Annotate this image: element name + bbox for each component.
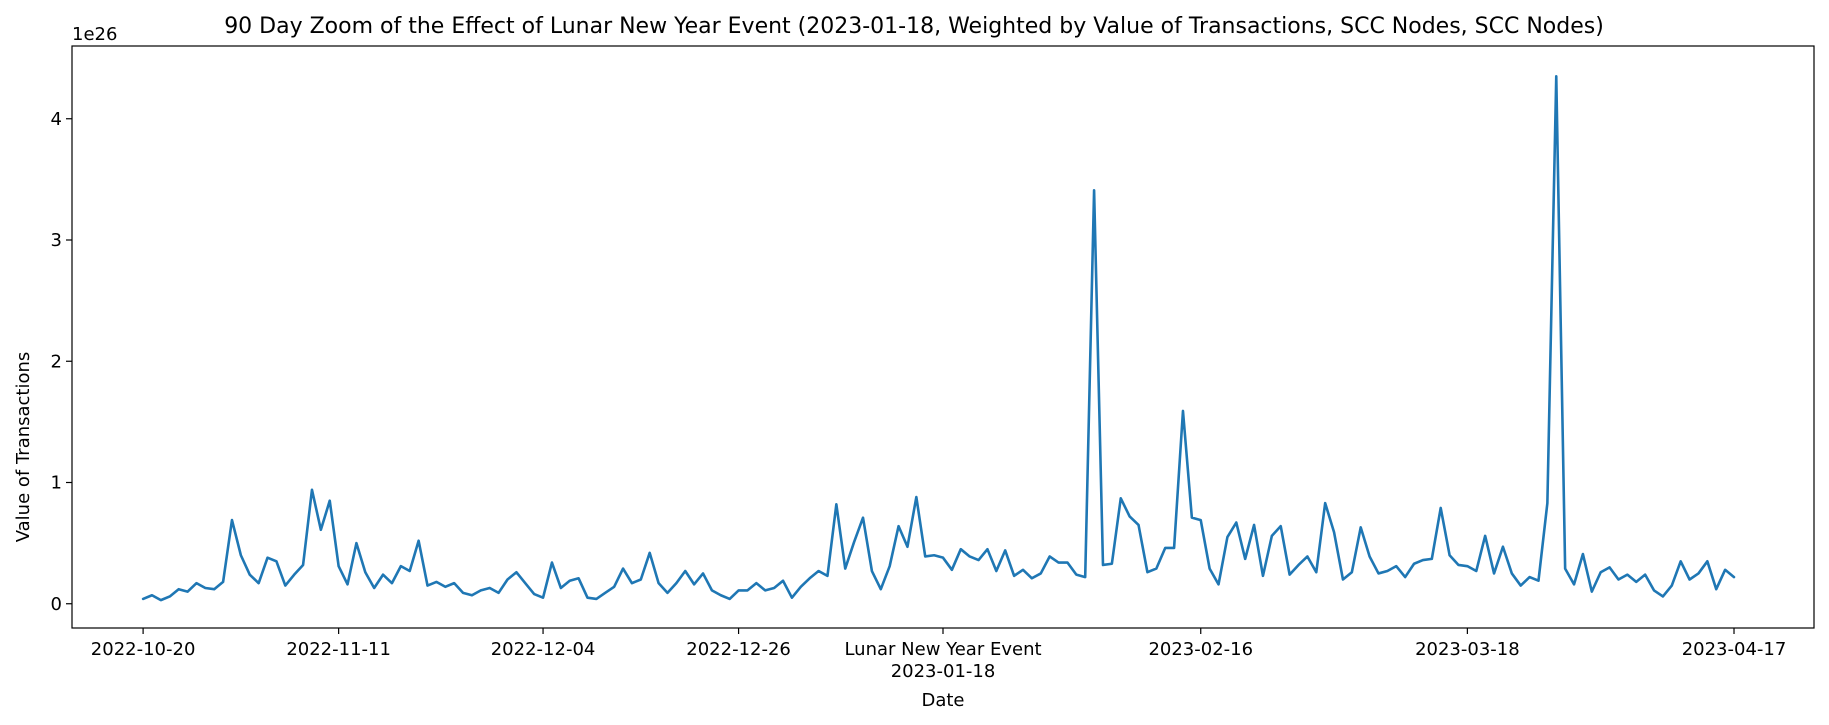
x-tick-label: 2023-01-18 bbox=[891, 661, 996, 682]
series-line bbox=[141, 75, 1736, 602]
x-tick-label: 2022-12-04 bbox=[491, 639, 596, 660]
x-axis: 2022-10-20 2022-11-11 2022-12-04 2022-12-26… bbox=[91, 628, 1787, 682]
y-offset-label: 1e26 bbox=[72, 24, 117, 45]
y-tick-label: 4 bbox=[51, 109, 62, 130]
y-tick-label: 3 bbox=[51, 230, 62, 251]
x-tick-label: 2022-11-11 bbox=[286, 639, 391, 660]
y-axis-label: Value of Transactions bbox=[13, 352, 34, 543]
x-tick-label: 2022-10-20 bbox=[91, 639, 196, 660]
chart-title: 90 Day Zoom of the Effect of Lunar New Y… bbox=[224, 14, 1604, 39]
y-tick-label: 2 bbox=[51, 351, 62, 372]
x-tick-label: 2023-03-18 bbox=[1415, 639, 1520, 660]
x-axis-label: Date bbox=[921, 690, 964, 711]
event-tick-label: Lunar New Year Event bbox=[844, 639, 1041, 660]
y-axis: 0 1 2 3 4 bbox=[51, 109, 72, 615]
x-tick-label: 2023-04-17 bbox=[1682, 639, 1787, 660]
x-tick-label: 2022-12-26 bbox=[686, 639, 791, 660]
series-layer bbox=[141, 75, 1736, 602]
x-tick-label: 2023-02-16 bbox=[1148, 639, 1253, 660]
y-tick-label: 0 bbox=[51, 594, 62, 615]
y-tick-label: 1 bbox=[51, 473, 62, 494]
